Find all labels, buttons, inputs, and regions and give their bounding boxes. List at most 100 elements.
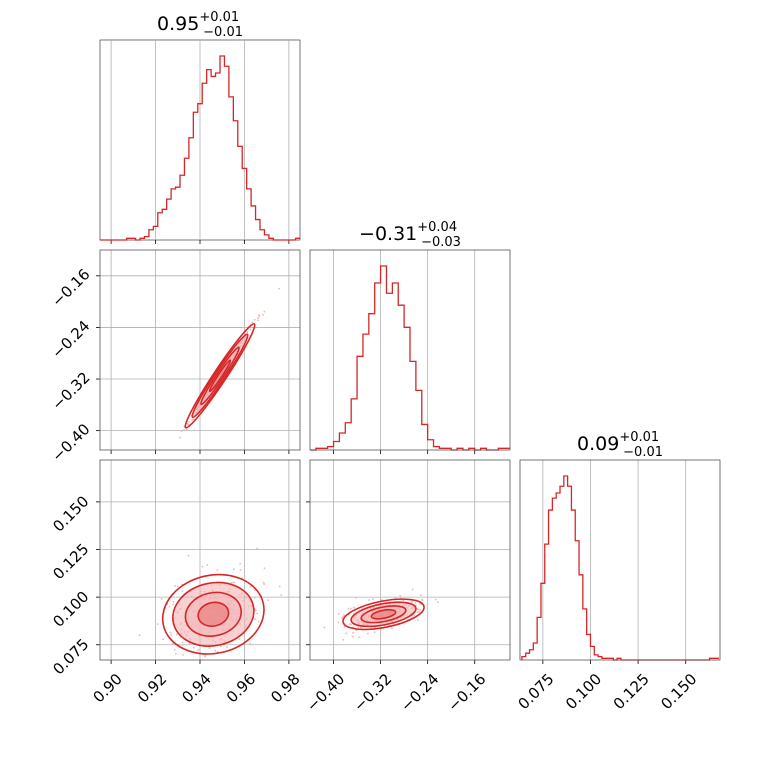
panel-3-1-sample-point: [230, 581, 233, 584]
title-param-3: 0.09+0.01 −0.01: [577, 430, 663, 460]
panel-3-1-sample-point: [267, 599, 269, 602]
panel-2-1-ytick-label-3: −0.16: [48, 265, 93, 310]
panel-3-2-sample-point: [323, 626, 326, 629]
panel-2-1-ytick-label-0: −0.40: [48, 420, 93, 465]
panel-3-1-ytick-label-2: 0.125: [49, 540, 92, 583]
panel-3-1-sample-point: [168, 605, 171, 608]
panel-3-1-sample-point: [214, 649, 217, 652]
panel-3-1-sample-point: [216, 569, 219, 572]
panel-3-1-sample-point: [253, 596, 256, 599]
panel-3-1-sample-point: [226, 646, 228, 648]
panel-3-2-xtick-label-0: −0.40: [303, 670, 348, 715]
panel-2-1-p21-sample-point: [185, 428, 188, 431]
panel-3-1-sample-point: [173, 648, 176, 651]
title-param-1-minus: −0.01: [203, 25, 243, 40]
panel-3-1-frame: [99, 459, 301, 661]
panel-3-1-sample-point: [171, 642, 174, 645]
panel-3-1-sample-point: [232, 581, 235, 584]
panel-3-1-sample-point: [172, 603, 174, 606]
panel-3-2-sample-point: [437, 601, 439, 604]
panel-2-1-p21-sample-point: [258, 315, 261, 318]
panel-3-1-contour-0: [161, 573, 265, 655]
panel-2-1-p21-sample-point: [192, 418, 195, 421]
panel-3-1-sample-point: [239, 569, 242, 571]
panel-3-2-sample-point: [411, 600, 414, 603]
panel-3-1-sample-point: [176, 585, 179, 588]
panel-3-1-sample-point: [156, 623, 159, 626]
title-param-2-minus: −0.03: [421, 235, 461, 250]
panel-3-1-sample-point: [254, 589, 256, 592]
panel-3-3-xtick-label-1: 0.100: [562, 670, 605, 713]
title-param-1-value: 0.95: [157, 13, 199, 35]
panel-3-2-xtick-label-3: −0.16: [444, 670, 489, 715]
panel-3-1-sample-point: [201, 565, 204, 568]
panel-3-2-sample-point: [349, 623, 351, 625]
title-param-2-value: −0.31: [359, 223, 417, 245]
panel-2-1-p21-contour-3: [208, 359, 232, 393]
panel-3-2-sample-point: [342, 615, 344, 618]
title-param-1: 0.95+0.01 −0.01: [157, 10, 243, 40]
panel-3-1-sample-point: [181, 641, 184, 644]
panel-3-1-sample-point: [138, 634, 141, 637]
panel-3-1-ytick-label-1: 0.100: [49, 588, 92, 631]
panel-3-2-sample-point: [421, 598, 423, 601]
panel-3-1-sample-point: [197, 649, 200, 651]
panel-3-2-sample-point: [418, 609, 421, 612]
panel-2-1-p21-sample-point: [191, 418, 194, 421]
panel-3-1-sample-point: [160, 597, 163, 600]
panel-2-1-p21-sample-point: [257, 319, 259, 322]
title-param-3-value: 0.09: [577, 433, 619, 455]
panel-2-1-frame: [99, 249, 301, 451]
panel-3-1-sample-point: [232, 568, 235, 570]
panel-3-2-sample-point: [353, 606, 356, 609]
panel-3-2-sample-point: [337, 621, 340, 624]
panel-2-1-p21-sample-point: [250, 328, 252, 331]
panel-2-1-p21-sample-point: [251, 321, 254, 324]
panel-3-3-xtick-label-3: 0.150: [657, 670, 700, 713]
panel-3-1-ytick-label-0: 0.075: [49, 635, 92, 678]
panel-3-2-contour-3: [370, 608, 397, 620]
panel-3-2-sample-point: [371, 598, 374, 600]
panel-3-1-xtick-label-3: 0.96: [223, 670, 259, 706]
panel-3-1-sample-point: [206, 564, 209, 566]
panel-3-1-sample-point: [254, 609, 257, 612]
panel-3-2-sample-point: [418, 602, 421, 605]
panel-3-1-sample-point: [170, 634, 173, 637]
panel-3-2-sample-point: [416, 611, 419, 613]
panel-2-1-ytick-label-1: −0.32: [48, 368, 93, 413]
panel-3-2-sample-point: [343, 614, 346, 616]
panel-2-1-p21-sample-point: [180, 430, 183, 433]
panel-3-1-sample-point: [182, 653, 184, 656]
panel-3-1-sample-point: [174, 652, 177, 655]
panel-3-2-sample-point: [390, 627, 393, 630]
panel-2-1-p21-sample-point: [257, 317, 260, 319]
panel-3-1-sample-point: [238, 638, 241, 640]
panel-3-1-xtick-label-2: 0.94: [178, 670, 214, 706]
title-param-3-minus: −0.01: [623, 445, 663, 460]
panel-3-1-sample-point: [162, 638, 165, 641]
title-param-1-plus: +0.01: [199, 10, 239, 25]
panel-3-2-sample-point: [394, 597, 397, 599]
panel-3-2-sample-point: [366, 632, 369, 635]
panel-3-1-sample-point: [182, 644, 184, 646]
panel-3-2-sample-point: [352, 631, 355, 634]
panel-3-1-sample-point: [219, 645, 222, 648]
panel-3-3-frame: [519, 459, 721, 661]
panel-3-2-sample-point: [426, 604, 429, 606]
panel-3-2-sample-point: [399, 594, 402, 597]
panel-3-1-sample-point: [249, 585, 252, 588]
panel-3-1-xtick-label-1: 0.92: [134, 670, 170, 706]
panel-3-2-sample-point: [347, 607, 350, 610]
panel-2-1-p21-sample-point: [246, 331, 249, 334]
panel-3-1-sample-point: [216, 651, 219, 653]
panel-2-1-ytick-label-2: −0.24: [48, 317, 93, 362]
panel-2-1-p21-sample-point: [179, 436, 181, 439]
panel-3-1-sample-point: [176, 633, 178, 636]
panel-3-1-sample-point: [239, 562, 242, 565]
tick-labels-layer: 0.90 0.92 0.94 0.96 0.98 −0.40 −0.32 −0.24 −0.16…: [48, 265, 700, 715]
panel-3-2-sample-point: [411, 588, 414, 591]
panel-3-1-sample-point: [256, 547, 259, 550]
panel-3-2-contour-0: [342, 598, 425, 631]
panel-3-2-xtick-label-2: −0.24: [397, 670, 442, 715]
panel-3-1-sample-point: [208, 647, 211, 650]
